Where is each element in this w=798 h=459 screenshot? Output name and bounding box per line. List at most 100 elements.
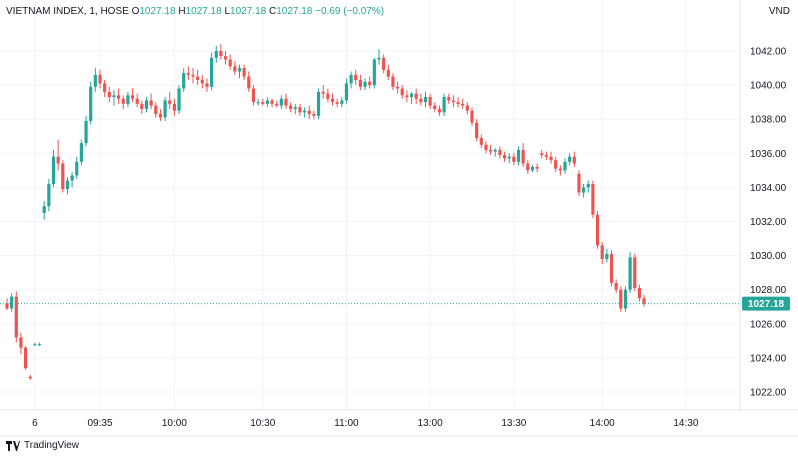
x-tick-label: 14:30 <box>673 418 698 429</box>
candle <box>638 285 641 302</box>
x-tick-label: 13:00 <box>418 418 443 429</box>
candle <box>154 102 157 117</box>
candle <box>480 135 483 149</box>
candle <box>238 65 241 79</box>
candle <box>610 250 613 286</box>
candle <box>359 75 362 90</box>
candle <box>447 94 450 104</box>
candle <box>131 89 134 103</box>
candle <box>377 49 380 64</box>
candle <box>391 73 394 90</box>
candles-series <box>5 44 645 380</box>
candle <box>257 99 260 106</box>
candle <box>10 293 13 312</box>
candle <box>336 99 339 108</box>
candle <box>577 170 580 196</box>
candle <box>522 143 525 167</box>
x-tick-label: 10:00 <box>162 418 187 429</box>
candle <box>294 104 297 114</box>
candle <box>410 92 413 104</box>
high-label: H <box>178 6 185 17</box>
candle <box>438 106 441 116</box>
candle <box>312 111 315 120</box>
legend-header: VIETNAM INDEX, 1, HOSE O1027.18 H1027.18… <box>6 6 384 17</box>
candle <box>219 44 222 59</box>
candle <box>29 375 32 380</box>
candle <box>24 346 27 370</box>
candle <box>112 90 115 105</box>
candle <box>396 82 399 94</box>
grid-lines <box>0 0 740 410</box>
candle <box>252 85 255 105</box>
candle <box>401 85 404 99</box>
candle <box>71 172 74 187</box>
candle <box>284 94 287 109</box>
candle <box>443 94 446 116</box>
candle <box>117 89 120 104</box>
x-tick-label: 09:35 <box>87 418 112 429</box>
candle <box>363 78 366 90</box>
candle <box>75 157 78 179</box>
candle <box>308 106 311 120</box>
candle <box>419 94 422 106</box>
tradingview-attribution[interactable]: TradingView <box>6 440 79 451</box>
candle <box>619 286 622 312</box>
candle <box>596 211 599 249</box>
high-value: 1027.18 <box>186 6 222 17</box>
candle <box>415 89 418 104</box>
candle <box>605 249 608 263</box>
candle <box>554 157 557 172</box>
candle <box>177 85 180 114</box>
candle <box>531 165 534 172</box>
price-axis[interactable]: 1022.00 1024.00 1026.00 1028.00 1030.00 1032.… <box>740 0 787 411</box>
candle <box>89 82 92 125</box>
candle <box>298 104 301 116</box>
candle <box>191 68 194 83</box>
candle <box>354 70 357 85</box>
candle <box>122 95 125 109</box>
candle <box>280 95 283 109</box>
candle <box>629 252 632 293</box>
brand-label: TradingView <box>24 440 79 451</box>
last-price-label: 1027.18 <box>742 297 790 311</box>
x-tick-label: 11:00 <box>334 418 359 429</box>
candle <box>494 148 497 157</box>
candle <box>15 291 18 342</box>
symbol-label: VIETNAM INDEX, 1, HOSE <box>6 6 129 17</box>
candle <box>536 164 539 173</box>
candle <box>224 51 227 65</box>
candle <box>615 279 618 293</box>
tradingview-logo-icon <box>6 441 20 451</box>
x-tick-label: 14:00 <box>590 418 615 429</box>
candle <box>633 254 636 292</box>
candle <box>382 54 385 73</box>
candle <box>196 70 199 85</box>
candle <box>326 89 329 103</box>
candle <box>387 65 390 80</box>
candle <box>429 94 432 109</box>
candle <box>201 75 204 89</box>
change-value: −0.69 (−0.07%) <box>315 6 384 17</box>
candle <box>568 153 571 165</box>
candle <box>517 146 520 165</box>
y-tick-label: 1026.00 <box>750 319 787 330</box>
candle <box>57 140 60 171</box>
candle <box>591 181 594 219</box>
y-tick-label: 1040.00 <box>750 81 787 92</box>
candle <box>573 152 576 167</box>
candle <box>43 201 46 220</box>
candle <box>19 332 22 354</box>
candle <box>229 54 232 69</box>
candle <box>136 94 139 108</box>
low-value: 1027.18 <box>230 6 266 17</box>
candle <box>559 165 562 175</box>
candle <box>233 61 236 75</box>
candle <box>150 94 153 109</box>
candle <box>303 107 306 117</box>
candle <box>582 184 585 198</box>
candle <box>84 116 87 147</box>
time-axis[interactable]: 6 09:35 10:00 10:30 11:00 13:00 13:30 14:00 14:3… <box>0 410 798 436</box>
candle <box>182 68 185 92</box>
candle <box>275 100 278 107</box>
